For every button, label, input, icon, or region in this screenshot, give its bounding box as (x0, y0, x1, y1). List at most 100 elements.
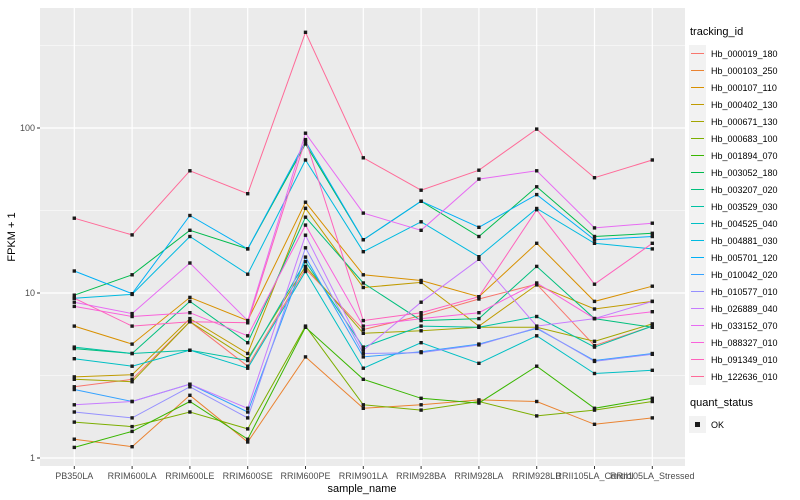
data-point-Hb_088327_010 (592, 316, 597, 321)
data-point-Hb_004525_040 (650, 368, 654, 372)
legend-entry-Hb_122636_010: Hb_122636_010 (689, 368, 799, 385)
data-point-Hb_000671_130 (361, 331, 365, 335)
data-point-Hb_033152_070 (72, 300, 76, 304)
data-point-Hb_004525_040 (72, 357, 76, 361)
x-tick-label: RRIM928LB (512, 471, 561, 481)
data-point-Hb_033152_070 (188, 261, 192, 265)
legend-entry-label: Hb_026889_040 (711, 303, 778, 314)
legend: tracking_id Hb_000019_180 Hb_000103_250 Hb… (689, 26, 799, 433)
legend-entry-Hb_005701_120: Hb_005701_120 (689, 249, 799, 266)
data-point-Hb_026889_040 (361, 348, 365, 352)
data-point-Hb_091349_010 (650, 241, 654, 245)
data-point-Hb_010577_010 (188, 385, 192, 389)
legend-entry-Hb_000402_130: Hb_000402_130 (689, 96, 799, 113)
data-point-Hb_033152_070 (130, 311, 134, 316)
data-point-Hb_003207_020 (419, 318, 423, 323)
legend-entry-label: Hb_003052_180 (711, 167, 778, 178)
x-tick-label: RRIM600SE (223, 471, 273, 481)
data-point-Hb_010577_010 (130, 416, 134, 420)
data-point-Hb_001894_070 (592, 406, 597, 410)
data-point-Hb_004525_040 (361, 366, 365, 370)
data-point-Hb_026889_040 (72, 403, 76, 407)
legend-key (689, 79, 706, 96)
legend-key-line-icon (691, 325, 704, 326)
data-point-Hb_122636_010 (72, 216, 76, 220)
data-point-Hb_091349_010 (592, 282, 597, 286)
data-point-Hb_004881_030 (592, 241, 597, 245)
data-point-Hb_026889_040 (246, 406, 250, 410)
x-tick-label: RRIM600PE (280, 471, 330, 481)
y-tick-label: 1 (30, 453, 35, 463)
data-point-Hb_010042_020 (246, 410, 250, 414)
data-point-Hb_000107_110 (419, 278, 423, 283)
y-axis-title: FPKM + 1 (6, 212, 18, 261)
legend-entry-Hb_001894_070: Hb_001894_070 (689, 147, 799, 164)
data-point-Hb_000402_130 (130, 373, 134, 377)
legend-key-line-icon (691, 70, 704, 71)
data-point-Hb_003529_030 (650, 324, 654, 328)
data-point-Hb_001894_070 (130, 429, 134, 434)
data-point-Hb_000103_250 (650, 416, 654, 420)
legend-key-line-icon (691, 257, 704, 258)
data-point-Hb_004525_040 (303, 269, 308, 274)
data-point-Hb_091349_010 (361, 318, 365, 323)
data-point-Hb_088327_010 (477, 311, 481, 315)
data-point-Hb_001894_070 (419, 396, 423, 400)
data-point-Hb_091349_010 (72, 296, 76, 300)
data-point-Hb_003052_180 (535, 185, 539, 189)
legend-entry-Hb_000683_100: Hb_000683_100 (689, 130, 799, 147)
legend-entry-label: Hb_010577_010 (711, 286, 778, 297)
data-point-Hb_026889_040 (303, 233, 308, 237)
legend-entry-Hb_003207_020: Hb_003207_020 (689, 181, 799, 198)
data-point-Hb_003052_180 (130, 273, 134, 277)
data-point-Hb_091349_010 (535, 208, 539, 212)
legend-entry-Hb_000671_130: Hb_000671_130 (689, 113, 799, 130)
data-point-Hb_005701_120 (246, 247, 250, 251)
legend-entry-label: Hb_000103_250 (711, 65, 778, 76)
data-point-Hb_000683_100 (188, 410, 192, 414)
data-point-Hb_003529_030 (477, 325, 481, 329)
data-point-Hb_003529_030 (72, 345, 76, 349)
data-point-Hb_091349_010 (188, 320, 192, 324)
data-point-Hb_026889_040 (419, 300, 423, 304)
x-tick-label: RRII105LA_Control (555, 471, 633, 481)
data-point-Hb_122636_010 (477, 168, 481, 172)
data-point-Hb_000103_250 (535, 399, 539, 404)
data-point-Hb_033152_070 (303, 131, 308, 135)
data-point-Hb_004525_040 (188, 348, 192, 352)
data-point-Hb_004881_030 (361, 250, 365, 254)
y-tick-label: 10 (25, 288, 35, 298)
data-point-Hb_000671_130 (419, 329, 423, 333)
data-point-Hb_000019_180 (477, 297, 481, 301)
data-point-Hb_001894_070 (361, 377, 365, 381)
data-point-Hb_000402_130 (303, 206, 308, 210)
data-point-Hb_091349_010 (246, 321, 250, 325)
data-point-Hb_000019_180 (361, 327, 365, 332)
data-point-Hb_122636_010 (592, 176, 597, 180)
data-point-Hb_000019_180 (303, 267, 308, 271)
data-point-Hb_122636_010 (303, 30, 308, 34)
data-point-Hb_122636_010 (246, 192, 250, 196)
data-point-Hb_003052_180 (303, 142, 308, 146)
legend-entry-label: Hb_001894_070 (711, 150, 778, 161)
legend-key (689, 283, 706, 300)
legend-entry-label: Hb_004881_030 (711, 235, 778, 246)
data-point-Hb_091349_010 (477, 295, 481, 299)
data-point-Hb_005701_120 (419, 199, 423, 203)
x-tick-label: PB350LA (55, 471, 93, 481)
data-point-Hb_026889_040 (650, 299, 654, 304)
data-point-Hb_001894_070 (477, 401, 481, 405)
data-point-Hb_004881_030 (419, 220, 423, 224)
legend-key-line-icon (691, 53, 704, 54)
data-point-Hb_005701_120 (130, 292, 134, 296)
legend-key-line-icon (691, 87, 704, 88)
data-point-Hb_003529_030 (535, 314, 539, 319)
legend-entry-label: Hb_091349_010 (711, 354, 778, 365)
data-point-Hb_091349_010 (130, 324, 134, 328)
data-point-Hb_005701_120 (535, 192, 539, 197)
data-point-Hb_026889_040 (188, 382, 192, 386)
data-point-Hb_010042_020 (361, 355, 365, 359)
legend-entry-label: Hb_010042_020 (711, 269, 778, 280)
data-point-Hb_000402_130 (535, 283, 539, 287)
data-point-Hb_000402_130 (419, 280, 423, 285)
